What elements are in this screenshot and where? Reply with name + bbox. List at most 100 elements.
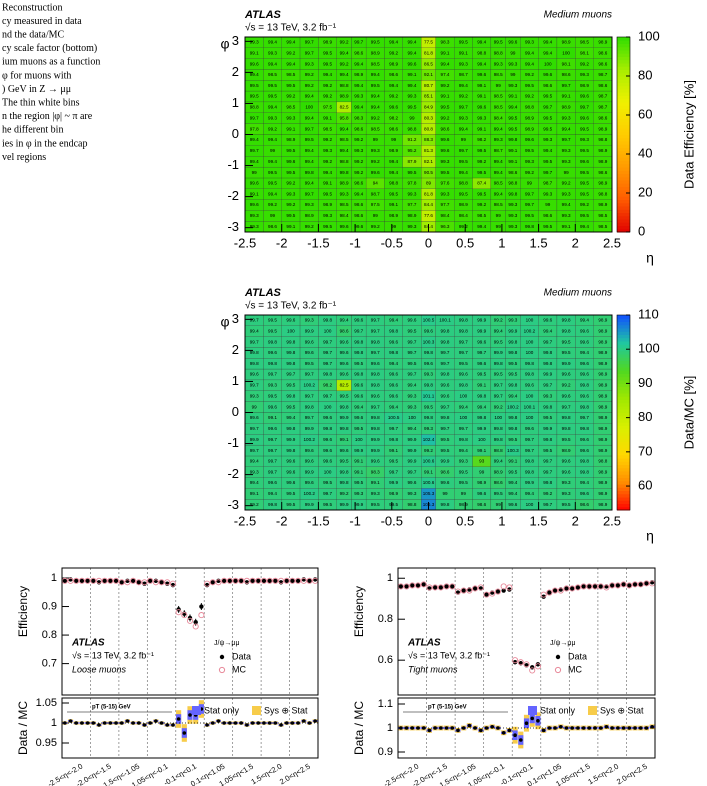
cell-label: 99.6	[340, 339, 349, 344]
cell-label: 99.5	[562, 350, 571, 355]
cell-label: 99.7	[562, 137, 571, 142]
energy-label: √s = 13 TeV, 3.2 fb⁻¹	[245, 300, 337, 312]
cell-label: 99.3	[441, 191, 450, 196]
x-tick-label: 0	[425, 235, 432, 250]
cell-label: 99.8	[562, 329, 571, 334]
colorbar-segment	[617, 124, 630, 129]
cell-label: 98.6	[354, 202, 363, 207]
x-tick-label: -2.5	[234, 235, 256, 250]
cell-label: 99.6	[371, 459, 380, 464]
cell-label: 99.3	[408, 94, 417, 99]
cell-label: 99.5	[441, 448, 450, 453]
colorbar-segment	[617, 389, 630, 394]
colorbar-segment	[617, 72, 630, 77]
data-point	[587, 584, 592, 589]
colorbar-segment	[617, 350, 630, 355]
cell-label: 99.7	[525, 437, 534, 442]
mc-point	[546, 589, 553, 596]
cell-label: 98.9	[562, 448, 571, 453]
cell-label: 98.6	[580, 502, 589, 507]
cell-label: 98.9	[598, 361, 607, 366]
cell-label: 99	[442, 491, 448, 496]
cell-label: 99.8	[268, 361, 277, 366]
ratio-point	[564, 726, 569, 730]
mc-point	[232, 577, 239, 584]
y-tick-label: 0.8	[42, 629, 57, 641]
x-tick-label: 0	[425, 513, 432, 528]
selection-label: Loose muons	[72, 664, 127, 674]
cell-label: 98.5	[323, 126, 332, 131]
cell-label: 99.1	[477, 383, 486, 388]
cell-label: 99.8	[354, 339, 363, 344]
cell-label: 99.6	[250, 181, 259, 186]
cell-label: 99.5	[508, 126, 517, 131]
mc-point	[563, 585, 570, 592]
mc-point	[472, 585, 479, 592]
colorbar-segment	[617, 367, 630, 371]
data-point	[284, 578, 289, 584]
x-tick-label: -0.5	[381, 235, 403, 250]
mc-point	[620, 581, 627, 588]
y-tick-label: -2	[227, 466, 239, 481]
colorbar-segment	[617, 477, 630, 482]
data-point	[108, 578, 113, 584]
mc-point	[580, 583, 587, 590]
cell-label: 93	[479, 459, 485, 464]
cell-label: 98.9	[389, 491, 398, 496]
cell-label: 98.5	[340, 202, 349, 207]
caption-line: Reconstruction	[2, 2, 63, 13]
cell-label: 99.9	[477, 329, 486, 334]
cell-label: 99.9	[508, 329, 517, 334]
cell-label: 99.6	[389, 393, 398, 398]
colorbar-segment	[617, 347, 630, 352]
cell-label: 99.4	[494, 459, 503, 464]
cell-label: 99.7	[494, 383, 503, 388]
cell-label: 99.7	[250, 115, 259, 120]
cell-label: 99.6	[268, 350, 277, 355]
cell-label: 99.5	[459, 469, 468, 474]
cell-label: 99.3	[250, 213, 259, 218]
cell-label: 99.4	[494, 329, 503, 334]
mc-point	[147, 577, 154, 584]
ratio-point	[496, 726, 500, 730]
cell-label: 99.7	[459, 339, 468, 344]
cell-label: 100	[408, 415, 416, 420]
ratio-point	[171, 723, 175, 727]
cell-label: 99.6	[286, 318, 295, 323]
cell-label: 95.2	[408, 148, 417, 153]
cell-label: 98.9	[598, 339, 607, 344]
colorbar-tick-label: 80	[638, 409, 652, 424]
cell-label: 99.4	[250, 137, 259, 142]
colorbar-tick-label: 20	[638, 184, 652, 199]
cell-label: 99.4	[441, 61, 450, 66]
legend-label: Data	[232, 651, 251, 661]
mc-point	[517, 659, 524, 666]
mc-point	[164, 579, 171, 586]
colorbar-segment	[617, 111, 630, 116]
cell-label: 99.8	[354, 350, 363, 355]
mc-point	[534, 663, 541, 670]
colorbar-tick-label: 60	[638, 477, 652, 492]
cell-label: 99.6	[441, 137, 450, 142]
cell-label: 99.2	[305, 72, 314, 77]
y-tick-label: -3	[227, 219, 239, 234]
cell-label: 99.8	[340, 170, 349, 175]
cell-label: 99.6	[424, 361, 433, 366]
ratio-y-tick-label: 1	[387, 722, 393, 734]
cell-label: 99.6	[354, 383, 363, 388]
colorbar-segment	[617, 215, 630, 220]
colorbar-segment	[617, 409, 630, 413]
ratio-point	[222, 721, 226, 725]
colorbar-segment	[617, 480, 630, 485]
cell-label: 100	[324, 404, 332, 409]
mc-point	[272, 577, 279, 584]
cell-label: 99.5	[340, 459, 349, 464]
process-label: J/ψ→μμ	[214, 640, 240, 647]
cell-label: 99.8	[371, 415, 380, 420]
cell-label: 99.5	[286, 404, 295, 409]
cell-label: 85.1	[424, 94, 433, 99]
mc-point	[260, 577, 268, 584]
cell-label: 98.6	[562, 72, 571, 77]
cell-label: 100	[478, 437, 486, 442]
cell-label: 100	[526, 339, 534, 344]
